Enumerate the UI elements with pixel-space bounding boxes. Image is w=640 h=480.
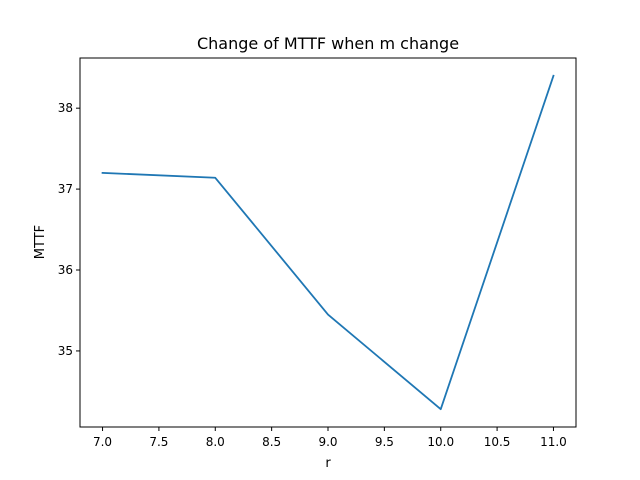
x-tick-label: 10.5 bbox=[484, 435, 511, 449]
x-tick-label: 9.5 bbox=[375, 435, 394, 449]
y-tick-label: 35 bbox=[58, 344, 73, 358]
x-tick-label: 10.0 bbox=[427, 435, 454, 449]
chart-title: Change of MTTF when m change bbox=[197, 34, 459, 53]
plot-area: 7.0 7.5 8.0 8.5 9.0 9.5 10.0 10.5 11.0 35 36 37 38 bbox=[58, 74, 567, 449]
x-tick-label: 11.0 bbox=[540, 435, 567, 449]
x-tick-label: 7.5 bbox=[149, 435, 168, 449]
x-tick-label: 8.5 bbox=[262, 435, 281, 449]
y-tick-label: 37 bbox=[58, 182, 73, 196]
y-axis-label: MTTF bbox=[33, 225, 48, 259]
axes-frame bbox=[79, 57, 577, 428]
y-tick-label: 38 bbox=[58, 101, 73, 115]
y-tick-label: 36 bbox=[58, 263, 73, 277]
x-tick-label: 9.0 bbox=[318, 435, 337, 449]
series-line bbox=[101, 74, 555, 411]
x-tick-label: 8.0 bbox=[206, 435, 225, 449]
x-tick-label: 7.0 bbox=[93, 435, 112, 449]
x-axis-label: r bbox=[325, 456, 331, 471]
